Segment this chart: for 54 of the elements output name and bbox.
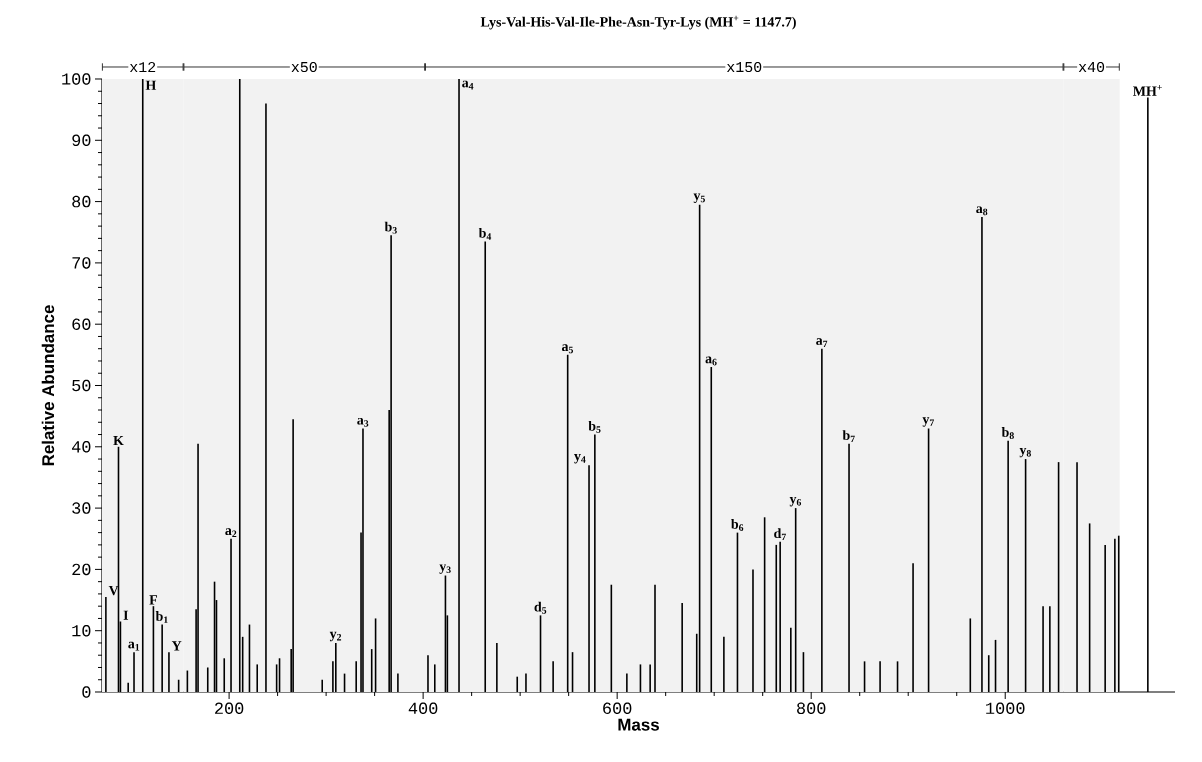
- x-tick-label: 1000: [986, 702, 1025, 715]
- annotation: a$_{4}$: [462, 80, 474, 90]
- y-tick-label: 90: [72, 134, 91, 147]
- y-axis-title: Relative Abundance: [41, 305, 55, 466]
- y-tick-label: 20: [72, 563, 91, 576]
- annotation: y$_{6}$: [789, 496, 802, 507]
- y-tick-label: 10: [72, 624, 91, 637]
- annotation: y$_{5}$: [693, 193, 705, 203]
- y-tick-label: 40: [72, 441, 91, 453]
- annotation: a$_{1}$: [128, 641, 140, 651]
- x-tick-label: 600: [603, 702, 632, 715]
- band-label: x40: [1078, 61, 1105, 73]
- y-tick-label: 50: [72, 379, 91, 392]
- y-tick-label: 30: [72, 502, 91, 514]
- annotation: a$_{6}$: [705, 356, 717, 366]
- x-axis-title: Mass: [618, 718, 659, 731]
- annotation: y$_{4}$: [574, 454, 586, 464]
- annotation: d$_{7}$: [774, 528, 786, 541]
- band-label: x12: [129, 61, 156, 72]
- annotation: K: [113, 435, 124, 446]
- annotation: y$_{3}$: [439, 564, 451, 574]
- chart-title: Lys-Val-His-Val-Ile-Phe-Asn-Tyr-Lys (MH$^{+}$ = 1147.7): [480, 15, 796, 30]
- annotation: b$_{7}$: [842, 430, 855, 443]
- annotation: Y: [171, 641, 182, 651]
- y-tick-label: 0: [82, 686, 91, 698]
- annotation: MH$^{+}$: [1133, 84, 1162, 96]
- annotation: a$_{8}$: [976, 206, 988, 216]
- y-tick-label: 80: [72, 195, 91, 208]
- x-tick-label: 400: [408, 702, 438, 715]
- annotation: b$_{6}$: [731, 518, 744, 531]
- annotation: y$_{2}$: [329, 631, 342, 642]
- annotation: b$_{1}$: [155, 611, 168, 623]
- annotation: y$_{7}$: [922, 417, 935, 427]
- annotation: b$_{4}$: [478, 227, 492, 240]
- y-tick-label: 60: [72, 318, 91, 330]
- annotation: H: [145, 80, 157, 90]
- annotation: a$_{2}$: [225, 528, 237, 538]
- annotation: b$_{3}$: [384, 221, 397, 234]
- annotation: b$_{5}$: [588, 420, 601, 433]
- annotation: y$_{8}$: [1019, 447, 1031, 458]
- x-tick-label: 800: [797, 702, 826, 715]
- annotation: a$_{5}$: [561, 344, 574, 354]
- x-tick-label: 200: [215, 702, 244, 715]
- annotation: a$_{3}$: [357, 417, 369, 427]
- annotation: d$_{5}$: [534, 601, 547, 614]
- annotation: I: [123, 610, 129, 620]
- band-label: x50: [291, 61, 317, 73]
- band-label: x150: [727, 61, 762, 73]
- annotation: F: [149, 595, 158, 605]
- y-tick-label: 70: [72, 257, 91, 269]
- annotation: V: [108, 585, 119, 596]
- annotation: a$_{7}$: [816, 338, 828, 348]
- y-tick-label: 100: [62, 73, 91, 85]
- annotation: b$_{8}$: [1001, 427, 1014, 439]
